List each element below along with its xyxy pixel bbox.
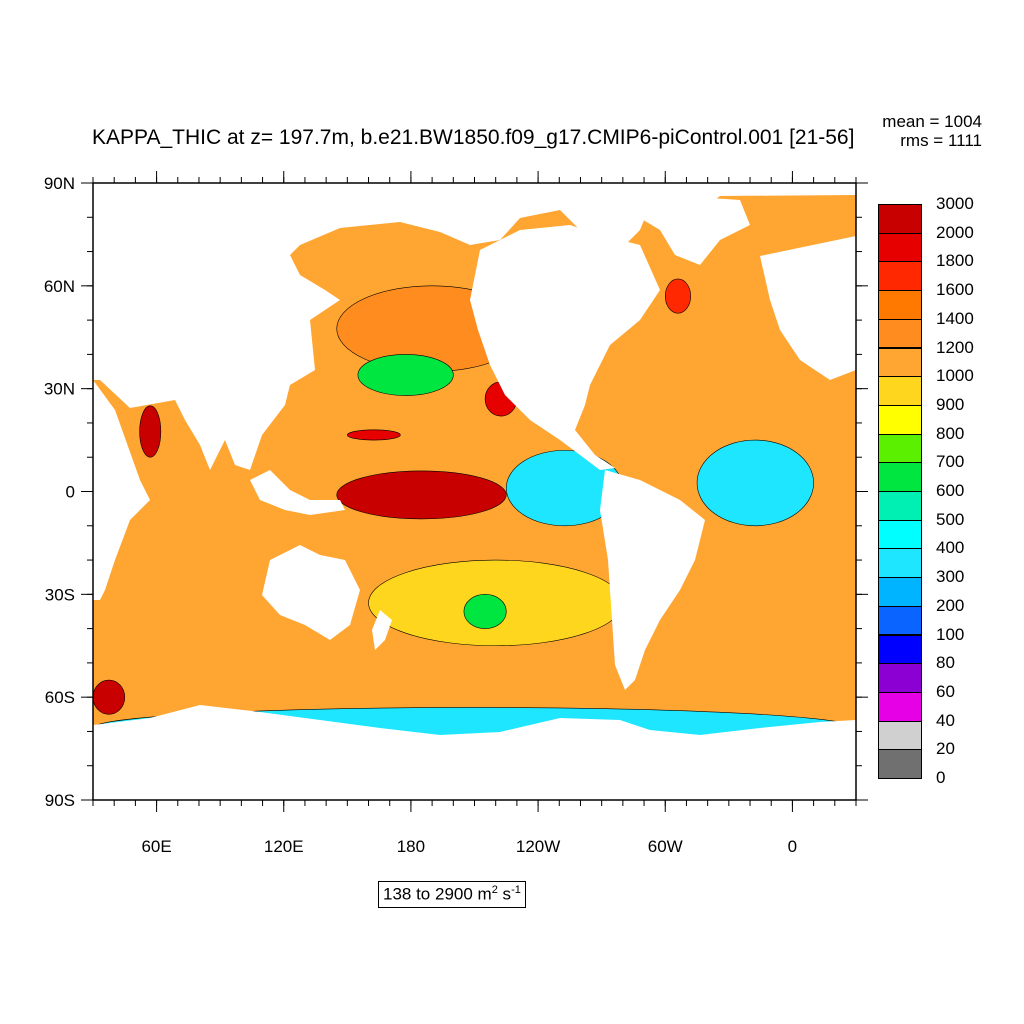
legend-swatch xyxy=(878,404,922,435)
legend-label: 900 xyxy=(936,394,965,414)
legend-swatch xyxy=(878,376,922,406)
legend-swatch xyxy=(878,433,922,464)
legend-swatch xyxy=(878,318,922,349)
legend-label: 1600 xyxy=(936,280,974,300)
legend-label: 200 xyxy=(936,595,965,615)
legend-swatch xyxy=(878,634,922,665)
x-tick-label: 120W xyxy=(516,837,560,856)
stats-block: mean = 1004 rms = 1111 xyxy=(882,112,982,150)
legend-swatch xyxy=(878,290,922,320)
legend-swatch xyxy=(878,462,922,492)
legend-swatch xyxy=(878,519,922,550)
y-tick-label: 60S xyxy=(45,688,75,707)
south-america-land xyxy=(600,470,705,690)
legend-label: 100 xyxy=(936,624,965,644)
legend-label: 40 xyxy=(936,710,955,730)
legend-swatch xyxy=(878,749,922,779)
axes: 60E 120E 180 120W 60W 0 90N 60N 30N 0 30S 60S 90S xyxy=(44,171,868,856)
x-tick-label: 60E xyxy=(141,837,171,856)
range-label: 138 to 2900 m2 s-1 xyxy=(378,881,526,908)
legend-label: 60 xyxy=(936,681,955,701)
y-tick-label: 90S xyxy=(45,791,75,810)
y-tick-label: 30N xyxy=(44,380,75,399)
legend-label: 0 xyxy=(936,768,946,787)
legend-label: 1200 xyxy=(936,337,974,357)
legend-label: 1000 xyxy=(936,366,974,386)
legend-label: 3000 xyxy=(936,194,974,213)
australia-land xyxy=(262,545,360,640)
x-tick-label: 120E xyxy=(264,837,304,856)
legend-swatch xyxy=(878,548,922,579)
legend-label: 700 xyxy=(936,452,965,472)
x-tick-label: 180 xyxy=(397,837,425,856)
legend-swatch xyxy=(878,577,922,607)
legend-swatch xyxy=(878,491,922,521)
legend-swatch xyxy=(878,347,922,378)
legend-label: 80 xyxy=(936,653,955,673)
region-north-pacific-green-band xyxy=(357,354,454,396)
europe-land xyxy=(760,236,856,380)
legend-swatch xyxy=(878,663,922,693)
legend-label: 1400 xyxy=(936,308,974,328)
region-north-pacific-red-band xyxy=(347,429,401,441)
x-tick-label: 60W xyxy=(648,837,683,856)
legend-label: 2000 xyxy=(936,222,974,242)
africa-land xyxy=(93,380,150,600)
y-tick-label: 90N xyxy=(44,174,75,193)
legend-swatch xyxy=(878,204,922,234)
x-tick-label: 0 xyxy=(788,837,797,856)
maritime-continent-land xyxy=(250,470,345,515)
new-zealand-land xyxy=(372,610,392,650)
continents xyxy=(93,183,856,800)
region-tropical-atlantic xyxy=(696,439,814,527)
ocean-field xyxy=(93,183,856,800)
legend-label: 600 xyxy=(936,481,965,500)
legend-label: 500 xyxy=(936,509,965,529)
greenland-land xyxy=(600,196,750,265)
antarctica-land xyxy=(93,705,856,800)
region-arabian-sea-max xyxy=(139,405,162,458)
legend-label: 300 xyxy=(936,567,965,587)
legend-swatch xyxy=(878,691,922,722)
rms-value: rms = 1111 xyxy=(900,131,982,150)
region-equatorial-pacific-max xyxy=(336,470,507,520)
legend-swatch xyxy=(878,261,922,292)
legend-label: 1800 xyxy=(936,251,974,271)
region-labrador-sea-max xyxy=(664,278,691,314)
mean-value: mean = 1004 xyxy=(882,112,982,131)
region-south-pacific-green-pool xyxy=(463,594,507,629)
y-tick-label: 30S xyxy=(45,585,75,604)
y-tick-label: 0 xyxy=(66,483,75,502)
legend-label: 20 xyxy=(936,739,955,759)
eurasia-land xyxy=(93,183,856,470)
legend-label: 400 xyxy=(936,538,965,558)
legend-swatch xyxy=(878,720,922,751)
plot-title: KAPPA_THIC at z= 197.7m, b.e21.BW1850.f0… xyxy=(92,126,855,149)
legend-swatch xyxy=(878,605,922,636)
north-america-land xyxy=(470,225,660,470)
legend-label: 800 xyxy=(936,423,965,443)
region-southern-ocean-max xyxy=(93,679,126,715)
y-tick-label: 60N xyxy=(44,277,75,296)
legend-swatch xyxy=(878,232,922,263)
